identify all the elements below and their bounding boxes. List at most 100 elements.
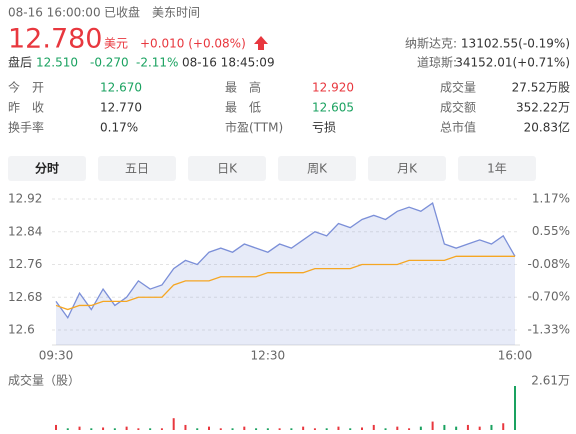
y2-tick-label: -0.70% — [528, 289, 570, 303]
index-value: 34152.01(+0.71%) — [455, 56, 570, 70]
y-tick-label: 12.92 — [8, 192, 42, 206]
volume-bar — [172, 418, 175, 430]
y2-tick-label: -1.33% — [528, 323, 570, 337]
stat-label: 成交量 — [440, 80, 476, 95]
volume-bar — [419, 426, 422, 430]
stat-value: 12.605 — [312, 101, 354, 115]
volume-bar — [184, 424, 187, 430]
after-hours-label: 盘后 — [8, 55, 32, 70]
price-area — [56, 203, 515, 345]
volume-bar — [455, 426, 458, 430]
volume-bar — [78, 426, 81, 430]
volume-bar — [66, 428, 69, 430]
tab-label[interactable]: 1年 — [487, 162, 507, 176]
stat-value: 亏损 — [312, 121, 336, 135]
volume-bar — [266, 428, 269, 430]
stat-label: 今 开 — [8, 80, 44, 95]
volume-bar — [490, 424, 493, 430]
volume-bar — [231, 428, 234, 430]
series-line — [55, 202, 516, 319]
tab-label[interactable]: 月K — [397, 162, 418, 176]
volume-bar — [125, 426, 128, 430]
volume-bar — [160, 428, 163, 430]
volume-bar — [478, 426, 481, 430]
currency: 美元 — [104, 37, 128, 51]
x-tick-label: 16:00 — [498, 349, 533, 363]
volume-bar — [313, 428, 316, 430]
price: 12.780 — [8, 24, 102, 55]
stat-value: 12.920 — [312, 81, 354, 95]
y2-tick-label: -0.08% — [528, 257, 570, 271]
y-tick-label: 12.6 — [8, 323, 35, 337]
index-name: 纳斯达克: — [405, 37, 457, 51]
stat-label: 成交额 — [440, 100, 476, 115]
volume-bar — [337, 426, 340, 430]
volume-bar — [325, 428, 328, 430]
volume-bar — [408, 428, 411, 430]
stat-value: 20.83亿 — [524, 120, 570, 135]
volume-bar — [102, 427, 105, 430]
volume-bar — [290, 428, 293, 430]
timezone: 美东时间 — [152, 6, 200, 20]
volume-bar — [219, 428, 222, 430]
volume-title: 成交量（股） — [8, 373, 80, 388]
volume-bar — [443, 424, 446, 430]
y2-tick-label: 0.55% — [532, 224, 570, 238]
tab-label[interactable]: 分时 — [35, 161, 59, 176]
volume-bar — [278, 428, 281, 430]
tab[interactable] — [8, 156, 86, 181]
stat-value: 27.52万股 — [512, 81, 570, 95]
y-tick-label: 12.84 — [8, 224, 42, 238]
tab[interactable] — [98, 156, 176, 181]
volume-bar — [90, 428, 93, 430]
volume-bar — [502, 423, 505, 430]
volume-bar — [372, 424, 375, 430]
stat-label: 昨 收 — [8, 101, 44, 115]
after-hours-pct: -2.11% — [136, 56, 178, 70]
volume-bar — [466, 424, 469, 430]
tab-label[interactable]: 五日 — [125, 162, 149, 176]
datetime: 08-16 16:00:00 — [8, 6, 101, 20]
volume-bar — [361, 427, 363, 430]
tab[interactable] — [278, 156, 356, 181]
y-tick-label: 12.76 — [8, 257, 42, 271]
stat-value: 0.17% — [100, 121, 138, 135]
volume-bar — [514, 386, 516, 430]
volume-bar — [255, 428, 258, 430]
status: 已收盘 — [104, 5, 140, 20]
volume-bar — [431, 421, 434, 430]
volume-bar — [396, 426, 399, 430]
volume-bar — [55, 424, 57, 430]
after-hours-change: -0.270 — [90, 56, 129, 70]
series-line — [55, 255, 515, 311]
volume-bar — [243, 426, 246, 430]
tab[interactable] — [188, 156, 266, 181]
index-value: 13102.55(-0.19%) — [461, 37, 570, 51]
after-hours-price: 12.510 — [36, 56, 78, 70]
volume-bar — [384, 428, 387, 430]
stat-value: 12.670 — [100, 81, 142, 95]
volume-bar — [196, 428, 199, 430]
tab-label[interactable]: 日K — [217, 162, 238, 176]
tab-label[interactable]: 周K — [307, 162, 328, 176]
tab[interactable] — [368, 156, 446, 181]
stat-label: 最 高 — [225, 80, 261, 95]
volume-bar — [149, 428, 152, 430]
after-hours-time: 08-16 18:45:09 — [182, 56, 275, 70]
volume-bar — [349, 428, 352, 430]
index-name: 道琼斯: — [417, 55, 457, 70]
stat-label: 总市值 — [440, 120, 476, 135]
volume-tick-label: 2.61万 — [531, 374, 570, 388]
stat-value: 352.22万 — [516, 101, 570, 115]
volume-bar — [302, 426, 305, 430]
stat-label: 换手率 — [8, 120, 44, 135]
y-tick-label: 12.68 — [8, 290, 42, 304]
stat-label: 最 低 — [225, 101, 261, 115]
x-tick-label: 09:30 — [39, 349, 74, 363]
tab[interactable] — [458, 156, 536, 181]
stat-value: 12.770 — [100, 101, 142, 115]
volume-bar — [137, 428, 140, 430]
y2-tick-label: 1.17% — [532, 192, 570, 206]
up-arrow — [254, 36, 268, 50]
